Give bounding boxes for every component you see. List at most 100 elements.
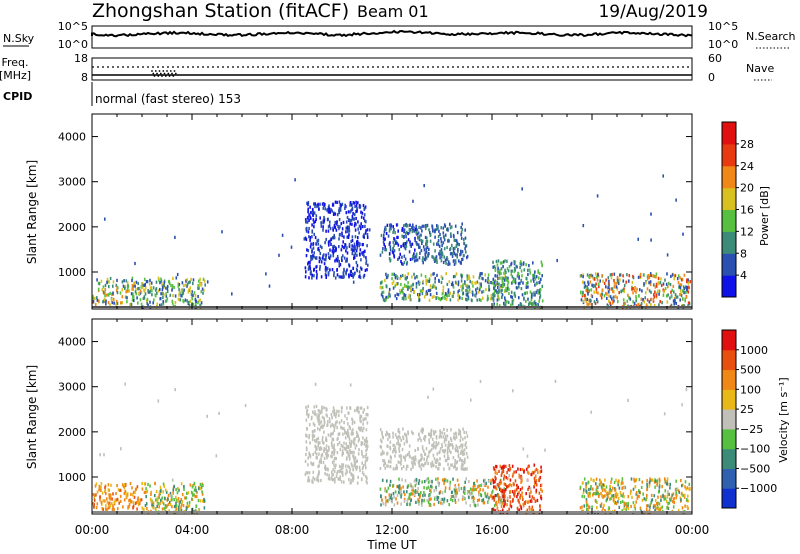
power-cell (344, 243, 347, 247)
power-cell (341, 258, 343, 263)
power-cell (580, 291, 582, 295)
power-cell (504, 289, 507, 293)
velocity-cell (423, 449, 425, 453)
velocity-cell (590, 410, 592, 414)
power-cell (516, 265, 518, 269)
velocity-cell (499, 501, 501, 505)
power-cell (429, 232, 432, 236)
power-cell (315, 242, 317, 246)
velocity-cell (666, 499, 668, 504)
power-cell (108, 285, 110, 289)
velocity-cell (484, 478, 486, 482)
velocity-cell (492, 481, 495, 485)
velocity-cell (496, 471, 498, 475)
velocity-cell (383, 463, 385, 467)
power-cell (337, 224, 339, 228)
power-cell (601, 292, 604, 296)
velocity-cell (112, 504, 114, 508)
power-cell (415, 224, 417, 228)
velocity-cell (351, 450, 353, 454)
power-cell (365, 220, 367, 224)
power-cell (200, 301, 203, 305)
velocity-cell (439, 430, 442, 435)
velocity-cell (396, 436, 399, 440)
velocity-cell (119, 494, 122, 499)
velocity-cell (379, 445, 382, 449)
velocity-cell (361, 441, 364, 445)
velocity-cell (410, 467, 412, 471)
velocity-cell (198, 508, 201, 512)
colorbar-swatch (722, 253, 736, 276)
power-cell (186, 284, 188, 288)
velocity-cell (353, 460, 356, 464)
power-cell (496, 263, 499, 267)
power-cell (415, 227, 417, 232)
nave-dip-mark (163, 72, 166, 75)
velocity-cell (347, 445, 350, 449)
velocity-cell (349, 383, 352, 387)
power-cell (467, 276, 470, 280)
colorbar-swatch (722, 448, 736, 469)
power-cell (443, 238, 446, 242)
velocity-cell (325, 452, 327, 456)
power-cell (162, 302, 165, 306)
power-x-ticks (91, 114, 693, 309)
velocity-cell (346, 406, 348, 410)
power-cell (389, 258, 392, 262)
power-cell (504, 259, 506, 263)
velocity-cell (491, 495, 494, 499)
velocity-cell (663, 412, 666, 416)
velocity-cell (605, 485, 608, 489)
power-cell (387, 273, 389, 277)
velocity-cell (396, 442, 398, 446)
power-cell (579, 274, 582, 278)
power-cell (501, 293, 504, 297)
velocity-cell (359, 416, 361, 420)
velocity-cell (356, 406, 358, 410)
velocity-cell (109, 493, 112, 497)
velocity-cell (333, 459, 335, 463)
power-cell (351, 206, 354, 210)
power-cell (433, 272, 435, 276)
velocity-colorbar-label: Velocity [m s⁻¹] (777, 377, 790, 462)
power-cell (482, 277, 484, 281)
velocity-cell (318, 422, 320, 426)
velocity-cell (596, 506, 598, 510)
power-cell (126, 300, 128, 304)
velocity-cell (510, 484, 513, 488)
power-cell (669, 283, 672, 287)
velocity-cell (161, 500, 164, 504)
velocity-cell (501, 501, 503, 505)
power-cell (336, 213, 339, 217)
velocity-cell (380, 452, 382, 456)
power-cell (382, 240, 385, 244)
power-cell (655, 272, 658, 276)
velocity-cell (182, 503, 185, 508)
velocity-cell (351, 429, 353, 433)
power-cell (657, 282, 660, 286)
power-cell (411, 229, 414, 234)
power-cell (449, 226, 452, 230)
power-cell (498, 304, 501, 308)
velocity-cell (634, 485, 637, 489)
velocity-cell (323, 420, 326, 424)
velocity-cell (648, 484, 651, 488)
power-cell (623, 289, 625, 294)
velocity-cell (317, 436, 320, 440)
velocity-cell (333, 425, 336, 429)
power-cell (609, 301, 611, 305)
power-cell (460, 284, 462, 289)
power-cell (403, 224, 405, 228)
power-cell (327, 271, 330, 275)
velocity-cell (454, 484, 456, 488)
velocity-cell (309, 441, 311, 445)
velocity-cell (531, 470, 534, 474)
power-cell (389, 245, 392, 249)
velocity-cell (505, 464, 507, 468)
power-cell (347, 235, 350, 239)
power-cell (676, 277, 679, 281)
velocity-cell (174, 388, 176, 392)
velocity-cell (319, 409, 321, 413)
velocity-cell (314, 439, 316, 443)
velocity-cell (417, 487, 419, 491)
